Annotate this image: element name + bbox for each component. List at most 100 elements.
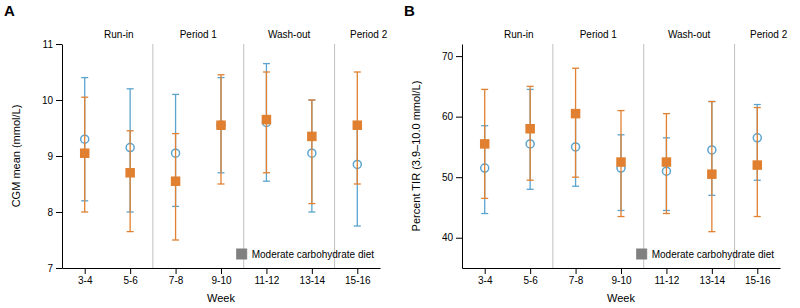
x-axis-title: Week [207,292,235,304]
error-cap [708,101,715,102]
point [81,149,89,157]
error-cap [263,63,270,64]
tick: 7 [47,263,62,274]
separator-line [552,44,553,268]
legend-item: Moderate carbohydrate diet [237,249,375,260]
error-cap [754,104,761,105]
error-cap [308,203,315,204]
y-axis: 40 50 60 70 [442,45,463,269]
tick: 3-4 [478,268,493,286]
x-axis: 3-45-67-89-1011-1213-1415-16 [463,268,781,286]
tick: 13-14 [300,268,326,286]
error-cap [81,97,88,98]
legend-item: Moderate carbohydrate diet [637,249,775,260]
tick: 15-16 [745,268,771,286]
error-bar [129,131,130,232]
tick-mark [266,268,267,274]
annotation: Period 2 [750,29,788,40]
tick-mark [221,268,222,274]
error-cap [663,213,670,214]
legend-swatch [237,249,247,259]
tick-mark [56,212,62,213]
error-bar [311,100,312,212]
tick-mark [712,268,713,274]
error-cap [81,211,88,212]
error-cap [527,180,534,181]
point [708,170,716,178]
tick-mark [312,268,313,274]
legend: Moderate carbohydrate diet [237,249,375,260]
legend-swatch [637,249,647,259]
plot-area [481,44,762,268]
tick: 40 [442,232,462,243]
tick: 8 [47,207,62,218]
axis-line [462,45,463,269]
error-cap [354,225,361,226]
separator-line [734,44,735,268]
error-bar [175,134,176,240]
error-cap [127,231,134,232]
tick-label: 5-6 [523,275,538,286]
tick: 11 [43,39,62,50]
tick: 9-10 [211,268,231,286]
error-cap [263,71,270,72]
error-cap [127,130,134,131]
annotation: Wash-out [668,29,711,40]
error-cap [354,71,361,72]
chart-figure: 3-45-67-89-1011-1213-1415-167891011WeekC… [0,0,800,308]
x-axis: 3-45-67-89-1011-1213-1415-16 [63,268,381,286]
error-cap [708,231,715,232]
point [353,121,361,129]
error-bar [575,68,576,177]
tick: 9 [47,151,62,162]
tick-mark [456,117,462,118]
series [81,72,362,240]
error-cap [218,74,225,75]
point [172,177,180,185]
tick-mark [56,44,62,45]
error-cap [81,77,88,78]
error-cap [481,213,488,214]
error-cap [172,239,179,240]
y-axis-title: Percent TIR (3.9–10.0 mmol/L) [410,81,422,232]
tick-mark [56,268,62,269]
point [217,121,225,129]
annotation: Run-in [504,29,533,40]
error-cap [572,186,579,187]
tick-label: 7 [47,263,53,274]
tick-label: 7-8 [169,275,184,286]
point [572,110,580,118]
error-cap [263,172,270,173]
error-cap [127,88,134,89]
tick: 13-14 [700,268,726,286]
panel: 3-45-67-89-1011-1213-1415-167891011WeekC… [4,2,388,304]
annotation: Run-in [104,29,133,40]
tick: 60 [442,111,462,122]
plot-area [81,44,362,268]
tick-mark [456,56,462,57]
tick-label: 15-16 [745,275,771,286]
tick-mark [85,268,86,274]
error-cap [172,94,179,95]
series [81,64,362,226]
tick: 50 [442,172,462,183]
point [126,169,134,177]
y-axis-title: CGM mean (mmol/L) [10,105,22,208]
panel: 3-45-67-89-1011-1213-1415-1640506070Week… [404,2,788,304]
separator-line [643,44,644,268]
tick-mark [56,156,62,157]
tick-mark [666,268,667,274]
tick: 15-16 [345,268,371,286]
tick-label: 8 [47,207,53,218]
tick-mark [530,268,531,274]
legend-label: Moderate carbohydrate diet [252,249,375,260]
tick-label: 13-14 [700,275,726,286]
tick: 5-6 [123,268,138,286]
tick-label: 50 [442,172,454,183]
tick: 7-8 [169,268,184,286]
error-cap [663,113,670,114]
panel-title: A [4,2,15,19]
point [617,158,625,166]
error-cap [172,133,179,134]
tick-label: 70 [442,51,454,62]
